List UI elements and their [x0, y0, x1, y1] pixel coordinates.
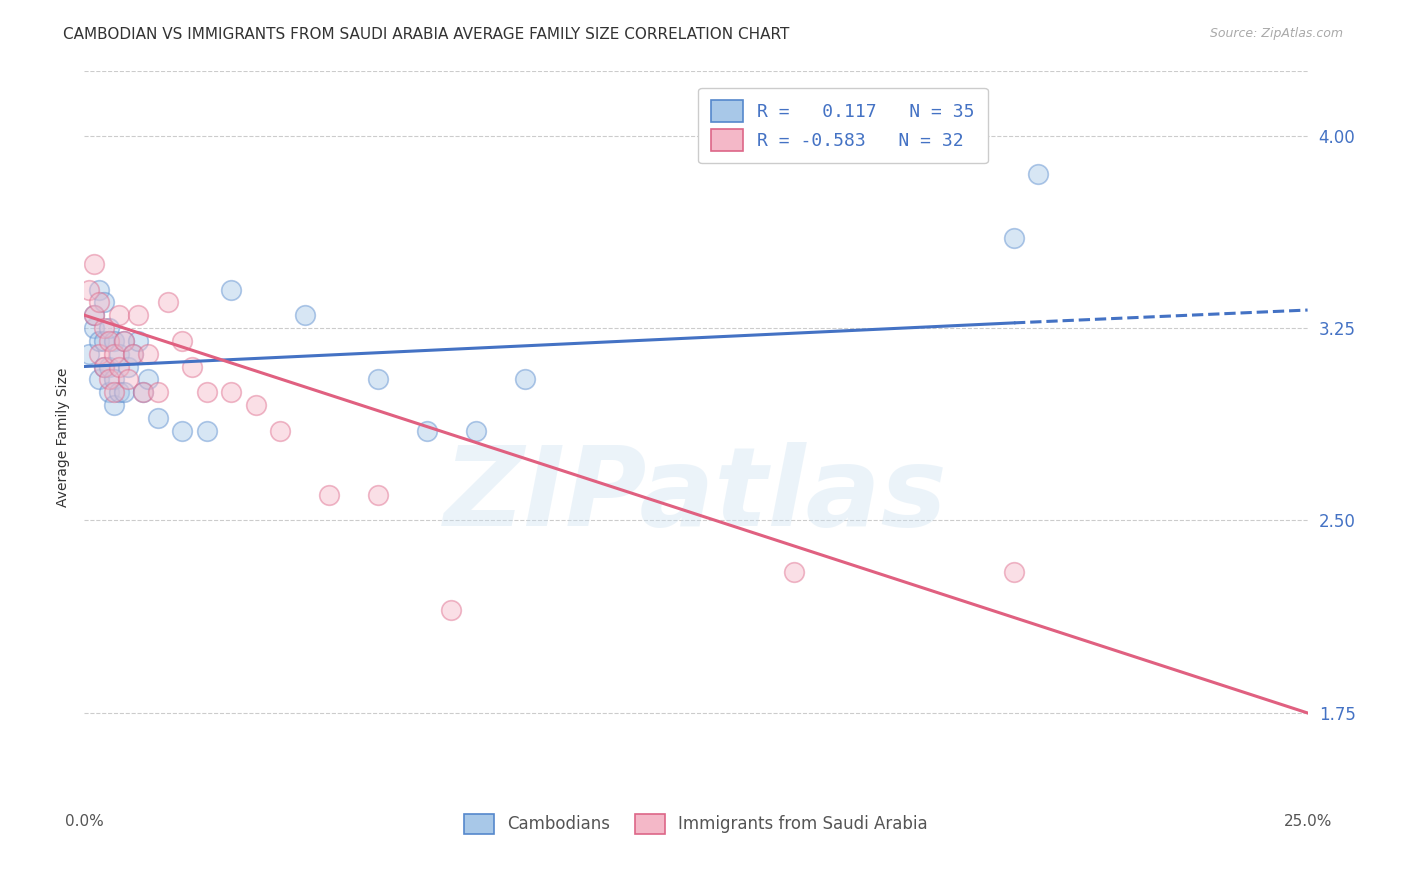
Point: [195, 424, 218, 438]
Point: [93, 359, 115, 374]
Point: [127, 334, 149, 348]
Point: [87, 334, 110, 348]
Point: [107, 385, 129, 400]
Point: [97, 372, 120, 386]
Point: [172, 334, 194, 348]
Point: [103, 398, 125, 412]
Point: [107, 346, 129, 360]
Point: [127, 308, 149, 322]
Point: [97, 359, 120, 374]
Y-axis label: Average Family Size: Average Family Size: [56, 368, 70, 507]
Point: [132, 385, 155, 400]
Point: [245, 398, 267, 412]
Point: [1002, 231, 1025, 245]
Point: [93, 359, 115, 374]
Point: [367, 488, 389, 502]
Point: [156, 295, 179, 310]
Point: [93, 334, 115, 348]
Text: CAMBODIAN VS IMMIGRANTS FROM SAUDI ARABIA AVERAGE FAMILY SIZE CORRELATION CHART: CAMBODIAN VS IMMIGRANTS FROM SAUDI ARABI…: [63, 27, 790, 42]
Point: [97, 385, 120, 400]
Point: [107, 359, 129, 374]
Point: [112, 334, 135, 348]
Point: [83, 308, 105, 322]
Point: [464, 424, 486, 438]
Point: [172, 424, 194, 438]
Point: [103, 334, 125, 348]
Point: [195, 385, 218, 400]
Point: [103, 346, 125, 360]
Point: [416, 424, 439, 438]
Point: [117, 372, 139, 386]
Point: [83, 308, 105, 322]
Point: [367, 372, 389, 386]
Point: [112, 385, 135, 400]
Point: [77, 346, 100, 360]
Point: [83, 257, 105, 271]
Point: [1002, 565, 1025, 579]
Point: [1028, 167, 1050, 181]
Point: [783, 565, 806, 579]
Point: [440, 603, 463, 617]
Point: [107, 308, 129, 322]
Point: [269, 424, 291, 438]
Point: [117, 359, 139, 374]
Point: [77, 283, 100, 297]
Text: ZIPatlas: ZIPatlas: [444, 442, 948, 549]
Point: [219, 385, 242, 400]
Point: [93, 321, 115, 335]
Point: [181, 359, 204, 374]
Point: [146, 410, 169, 425]
Point: [87, 372, 110, 386]
Point: [136, 346, 159, 360]
Point: [103, 372, 125, 386]
Point: [112, 334, 135, 348]
Point: [122, 346, 145, 360]
Point: [87, 346, 110, 360]
Point: [97, 321, 120, 335]
Point: [132, 385, 155, 400]
Point: [122, 346, 145, 360]
Point: [97, 334, 120, 348]
Point: [87, 283, 110, 297]
Point: [219, 283, 242, 297]
Point: [83, 321, 105, 335]
Point: [136, 372, 159, 386]
Point: [93, 295, 115, 310]
Legend: Cambodians, Immigrants from Saudi Arabia: Cambodians, Immigrants from Saudi Arabia: [453, 802, 939, 846]
Point: [513, 372, 536, 386]
Point: [87, 295, 110, 310]
Point: [103, 385, 125, 400]
Point: [318, 488, 340, 502]
Point: [146, 385, 169, 400]
Text: Source: ZipAtlas.com: Source: ZipAtlas.com: [1209, 27, 1343, 40]
Point: [294, 308, 316, 322]
